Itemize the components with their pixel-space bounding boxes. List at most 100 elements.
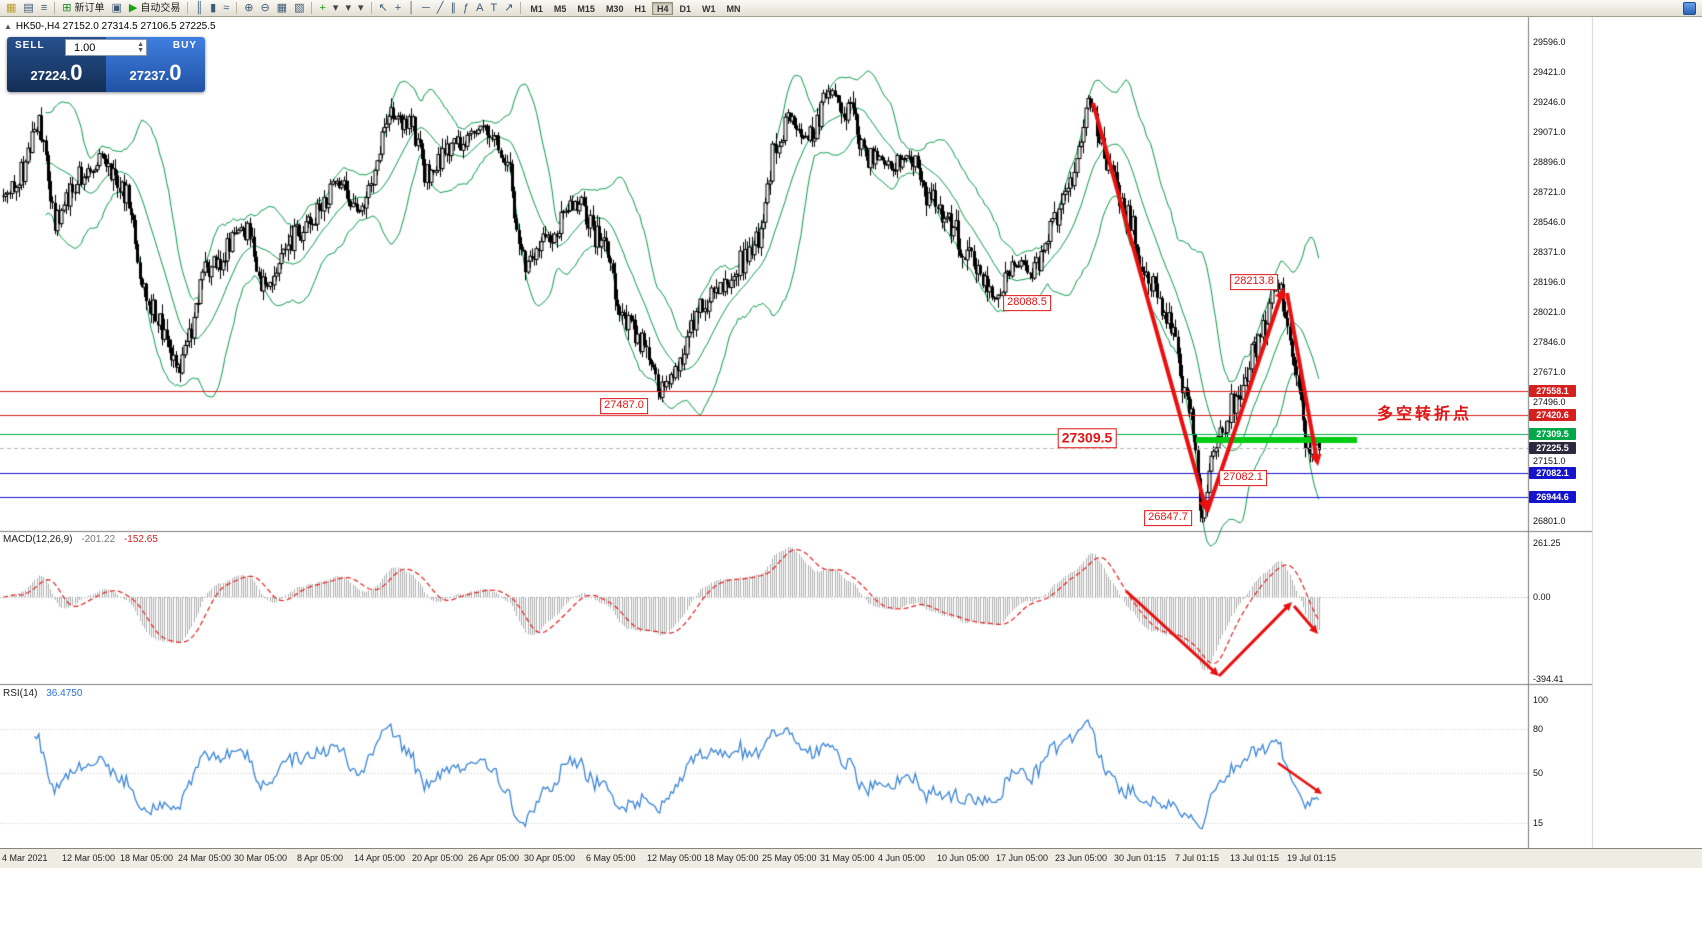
time-axis-label: 30 Jun 01:15	[1114, 853, 1167, 863]
timeframes-dropdown[interactable]: ▾	[342, 1, 354, 16]
price-line-label-27082.1: 27082.1	[1529, 466, 1576, 479]
text-icon[interactable]: A	[473, 1, 486, 16]
price-callout-28213.8[interactable]: 28213.8	[1230, 274, 1278, 290]
timeframe-W1[interactable]: W1	[702, 3, 716, 14]
zoom-out-icon[interactable]: ⊖	[257, 1, 272, 16]
timeframe-H4[interactable]: H4	[651, 1, 674, 15]
trendline-icon[interactable]: ╱	[434, 1, 447, 16]
rsi-value: 36.4750	[46, 688, 83, 699]
price-axis-label: 28546.0	[1533, 217, 1566, 227]
price-callout-27082.1[interactable]: 27082.1	[1219, 470, 1267, 486]
horizontal-line-icon-glyph: ─	[422, 1, 430, 14]
new-order-button[interactable]: ⊞ 新订单	[59, 1, 107, 16]
indicators-dropdown[interactable]: ▾	[330, 1, 342, 16]
price-callout-27487.0[interactable]: 27487.0	[600, 398, 648, 414]
collapse-icon[interactable]: ▲	[4, 22, 12, 31]
price-line-label-27309.5: 27309.5	[1529, 427, 1576, 440]
chart-window-icon[interactable]: ▣	[108, 1, 124, 16]
line-chart-icon[interactable]: ≈	[220, 1, 232, 16]
price-callout-27309.5[interactable]: 27309.5	[1057, 428, 1117, 448]
annotation-text[interactable]: 多空转折点	[1377, 406, 1473, 423]
channel-icon[interactable]: ∥	[447, 1, 459, 16]
time-axis[interactable]: 4 Mar 2021 12 Mar 05:00 18 Mar 05:00 24 Mar…	[0, 848, 1702, 868]
timeframe-M30[interactable]: M30	[605, 3, 624, 14]
timeframe-M15[interactable]: M15	[577, 3, 595, 14]
zoom-in-icon[interactable]: ⊕	[241, 1, 256, 16]
price-axis-label: 28721.0	[1533, 187, 1566, 197]
vertical-line-icon[interactable]: │	[405, 1, 418, 16]
price-callout-28088.5[interactable]: 28088.5	[1003, 295, 1051, 311]
fibonacci-icon-glyph: ƒ	[462, 1, 470, 14]
label-icon[interactable]: T	[487, 1, 500, 16]
price-axis-label: 26801.0	[1533, 516, 1566, 527]
time-axis-label: 24 Mar 05:00	[178, 853, 232, 863]
cursor-icon[interactable]: ↖	[376, 1, 391, 16]
volume-spinner: ▲ ▼	[137, 40, 144, 54]
buy-button[interactable]: BUY 27237.0	[106, 37, 205, 92]
timeframe-H1[interactable]: H1	[634, 3, 646, 14]
price-line-label-27225.5: 27225.5	[1529, 442, 1576, 455]
time-axis-label: 4 Jun 05:00	[878, 853, 926, 863]
trendline-icon-glyph: ╱	[436, 1, 444, 14]
tile-windows-icon[interactable]: ▦	[274, 1, 290, 16]
indicators-icon-glyph: +	[319, 1, 326, 14]
time-axis-label: 18 May 05:00	[704, 853, 759, 863]
indicators-icon[interactable]: +	[316, 1, 328, 16]
timeframe-MN[interactable]: MN	[726, 3, 741, 14]
bar-chart-icon[interactable]: ║	[192, 1, 206, 16]
macd-label: MACD(12,26,9) -201.22 -152.65	[3, 534, 158, 545]
time-axis-label: 13 Jul 01:15	[1230, 853, 1280, 863]
toolbar-separator	[311, 2, 313, 14]
candlestick-chart-icon[interactable]: ▮	[207, 1, 219, 16]
time-axis-label: 19 Jul 01:15	[1287, 853, 1337, 863]
timeframe-D1[interactable]: D1	[679, 3, 691, 14]
zoom-out-icon-glyph: ⊖	[260, 1, 270, 14]
toolbar-separator	[370, 2, 372, 14]
label-icon-glyph: T	[490, 1, 498, 14]
bar-chart-icon-glyph: ║	[195, 1, 204, 14]
rsi-name: RSI(14)	[3, 688, 38, 699]
tile-windows-icon-glyph: ▦	[276, 1, 288, 14]
timeframe-M1[interactable]: M1	[530, 3, 543, 14]
candlestick-chart-icon-glyph: ▮	[210, 1, 217, 14]
price-axis-label: 27496.0	[1533, 397, 1566, 407]
buy-price: 27237.0	[129, 60, 182, 85]
templates-dropdown[interactable]: ▾	[355, 1, 367, 16]
buy-label: BUY	[172, 40, 197, 51]
price-callout-26847.7[interactable]: 26847.7	[1144, 510, 1192, 526]
symbols-icon[interactable]: ▦	[3, 1, 19, 16]
price-axis-label: 28196.0	[1533, 277, 1566, 287]
volume-up-button[interactable]: ▲	[137, 40, 144, 48]
time-axis-label: 12 May 05:00	[647, 853, 702, 863]
volume-down-button[interactable]: ▼	[137, 46, 144, 54]
symbols-icon-glyph: ▦	[6, 1, 17, 14]
cascade-windows-icon[interactable]: ▧	[291, 1, 307, 16]
autotrading-button[interactable]: ▶ 自动交易	[126, 1, 183, 16]
market-watch-icon-glyph: ≡	[40, 1, 48, 14]
time-axis-label: 25 May 05:00	[762, 853, 817, 863]
time-axis-label: 6 May 05:00	[586, 853, 636, 863]
rsi-label: RSI(14) 36.4750	[3, 688, 82, 699]
price-axis-label: 29421.0	[1533, 67, 1566, 77]
horizontal-line-icon[interactable]: ─	[419, 1, 433, 16]
price-axis-label: 27151.0	[1533, 456, 1566, 467]
autotrading-button-text: 自动交易	[140, 2, 181, 14]
data-window-icon[interactable]: ▤	[20, 1, 36, 16]
time-axis-label: 17 Jun 05:00	[996, 853, 1049, 863]
fibonacci-icon[interactable]: ƒ	[460, 1, 472, 16]
crosshair-icon[interactable]: +	[392, 1, 404, 16]
templates-dropdown-glyph: ▾	[357, 1, 364, 14]
cascade-windows-icon-glyph: ▧	[294, 1, 305, 14]
macd-main-value: -201.22	[81, 534, 116, 545]
indicators-dropdown-glyph: ▾	[332, 1, 339, 14]
chart-header: ▲ HK50-,H4 27152.0 27314.5 27106.5 27225…	[4, 21, 216, 32]
time-axis-label: 31 May 05:00	[820, 853, 875, 863]
autotrading-button-glyph: ▶	[128, 1, 138, 14]
timeframe-M5[interactable]: M5	[553, 3, 567, 14]
time-axis-label: 12 Mar 05:00	[62, 853, 116, 863]
market-watch-icon[interactable]: ≡	[38, 1, 50, 16]
volume-input[interactable]: 1.00 ▲ ▼	[65, 39, 147, 56]
arrow-object-icon[interactable]: ↗	[501, 1, 516, 16]
window-icon[interactable]	[1683, 2, 1696, 15]
